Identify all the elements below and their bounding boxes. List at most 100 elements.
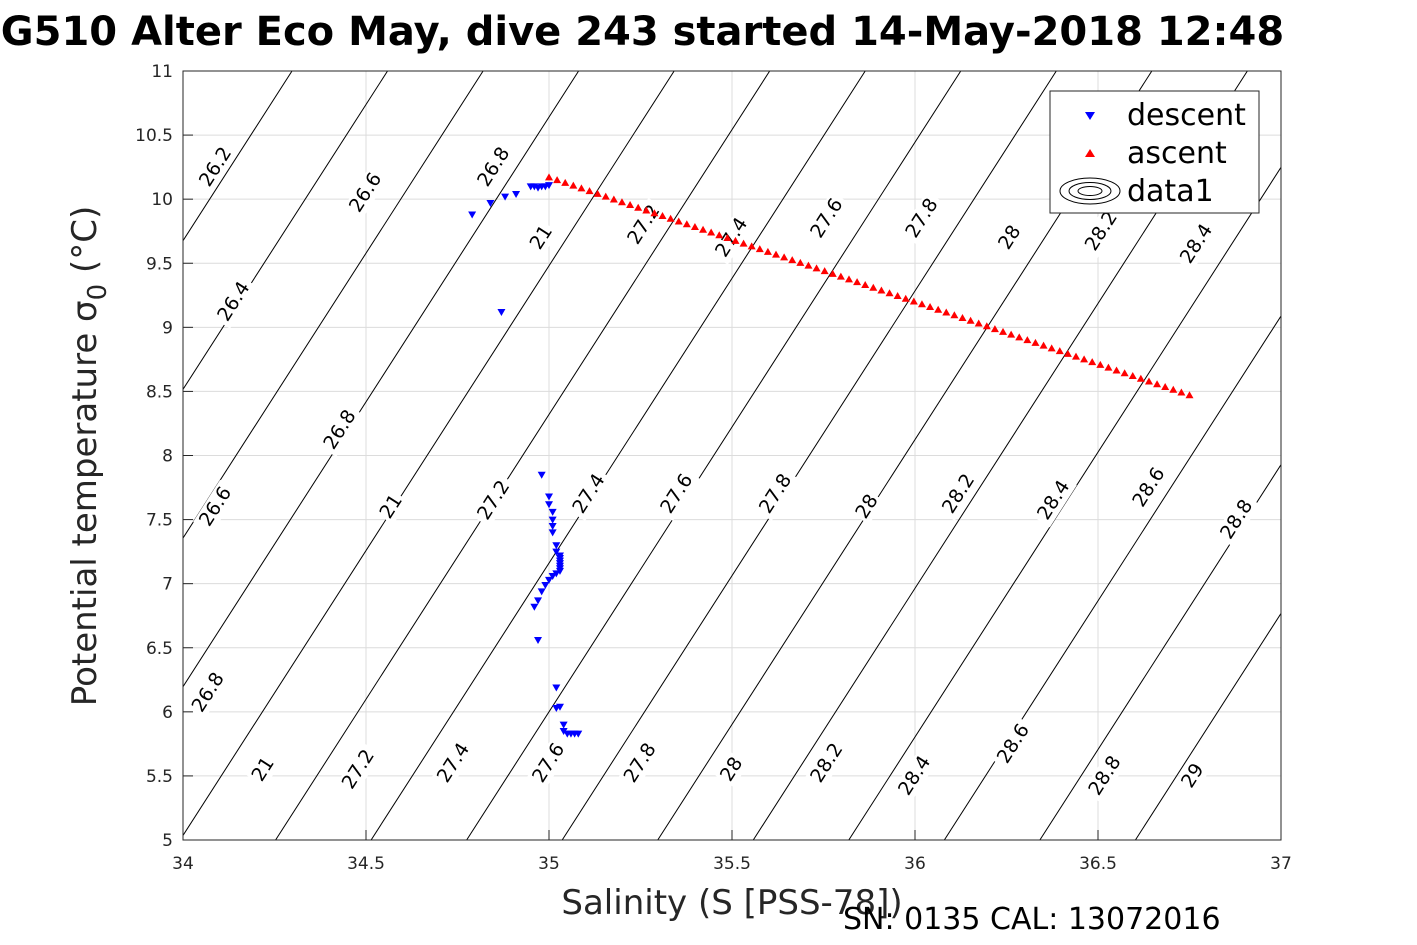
- legend-descent-label: descent: [1127, 98, 1246, 133]
- x-tick-label: 34: [172, 854, 194, 874]
- ascent-point: [1031, 338, 1040, 346]
- y-tick-label: 8: [162, 447, 173, 467]
- ascent-point: [658, 211, 667, 219]
- contour-label-background: [335, 742, 382, 797]
- descent-point: [541, 581, 550, 589]
- ascent-point: [893, 291, 902, 299]
- y-tick-label: 6.5: [146, 639, 173, 659]
- contour-label-background: [892, 748, 938, 803]
- y-tick-label: 11: [151, 62, 173, 82]
- ascent-point: [1071, 352, 1080, 360]
- y-axis-label-subscript: 0: [83, 284, 113, 301]
- ascent-point: [593, 189, 602, 197]
- chart-title: SG510 Alter Eco May, dive 243 started 14…: [0, 9, 1284, 55]
- descent-point: [545, 576, 553, 584]
- ascent-point: [836, 272, 845, 280]
- density-contour-line: [275, 71, 771, 840]
- ascent-point: [690, 223, 699, 231]
- ascent-point: [772, 250, 781, 258]
- ascent-point: [942, 308, 951, 316]
- x-tick-label: 36: [904, 854, 926, 874]
- density-contour-line: [1039, 463, 1281, 840]
- contour-label-background: [374, 489, 409, 525]
- ascent-point: [974, 319, 983, 327]
- contour-label-background: [804, 191, 850, 246]
- ascent-point: [755, 245, 764, 253]
- contour-label-background: [193, 140, 239, 195]
- ascent-point: [877, 286, 886, 294]
- descent-point: [548, 572, 557, 580]
- y-tick-label: 9.5: [146, 254, 173, 274]
- ascent-point: [958, 314, 967, 322]
- density-contour-line: [943, 315, 1281, 840]
- descent-point: [548, 522, 557, 530]
- ascent-point: [1104, 363, 1113, 371]
- y-tick-label: 6: [162, 703, 173, 723]
- x-axis-label: Salinity (S [PSS-78]): [561, 883, 902, 923]
- y-tick-label: 7.5: [146, 511, 173, 531]
- ascent-point: [601, 192, 610, 200]
- ascent-point: [723, 234, 732, 242]
- contour-label-background: [471, 473, 517, 528]
- descent-point: [548, 529, 557, 537]
- descent-point: [537, 471, 546, 479]
- contour-label-background: [617, 736, 664, 791]
- descent-point: [555, 703, 564, 711]
- ascent-point: [828, 269, 837, 277]
- descent-point: [552, 542, 561, 550]
- descent-point: [555, 567, 564, 575]
- y-tick-label: 8.5: [146, 382, 173, 402]
- ascent-point: [885, 289, 894, 297]
- ascent-point: [950, 311, 959, 319]
- y-tick-label: 7: [162, 575, 173, 595]
- legend-contour-icon: [1059, 177, 1121, 205]
- ascent-point: [650, 209, 659, 217]
- density-contour-line: [466, 71, 962, 840]
- ascent-point: [1039, 341, 1048, 349]
- ascent-point: [1128, 371, 1137, 379]
- descent-point: [534, 637, 543, 645]
- ascent-point: [788, 256, 797, 264]
- ascent-point: [682, 220, 691, 228]
- descent-point: [552, 548, 561, 556]
- ascent-point: [553, 176, 562, 184]
- ascent-point: [796, 258, 805, 266]
- contour-label-background: [1031, 473, 1077, 528]
- ascent-point: [1112, 366, 1121, 374]
- y-axis-label: Potential temperature σ0 (°C): [65, 206, 113, 706]
- contour-label-background: [526, 736, 572, 791]
- y-tick-label: 5: [162, 831, 173, 851]
- contour-label-background: [654, 466, 700, 521]
- ascent-point: [609, 195, 618, 203]
- contour-label-background: [566, 466, 613, 521]
- descent-point: [537, 588, 546, 596]
- contour-label-background: [471, 140, 517, 195]
- ascent-point: [674, 217, 683, 225]
- contour-label-background: [185, 665, 232, 720]
- descent-point: [552, 570, 561, 578]
- descent-point: [530, 603, 539, 611]
- ascent-point: [1088, 358, 1097, 366]
- contour-label-background: [1078, 204, 1125, 259]
- ascent-point: [642, 206, 651, 214]
- contour-label: 29: [1177, 760, 1209, 792]
- ascent-point: [666, 214, 675, 222]
- contour-label-background: [431, 736, 477, 791]
- ascent-point: [820, 267, 829, 275]
- density-contour-line: [848, 166, 1281, 840]
- descent-point: [545, 493, 553, 501]
- descent-point: [486, 200, 495, 208]
- ascent-point: [1080, 355, 1089, 363]
- contour-label: 21: [247, 753, 279, 785]
- legend-descent-marker: [1085, 112, 1095, 120]
- ascent-point: [747, 242, 756, 250]
- ascent-point: [917, 300, 926, 308]
- contour-label-background: [1174, 217, 1220, 271]
- ascent-point: [869, 283, 878, 291]
- x-tick-label: 34.5: [347, 854, 385, 874]
- contour-label-background: [524, 219, 559, 256]
- ascent-point: [982, 322, 991, 330]
- contour-label-background: [993, 219, 1028, 256]
- ascent-point: [763, 247, 772, 255]
- ascent-point: [926, 303, 935, 311]
